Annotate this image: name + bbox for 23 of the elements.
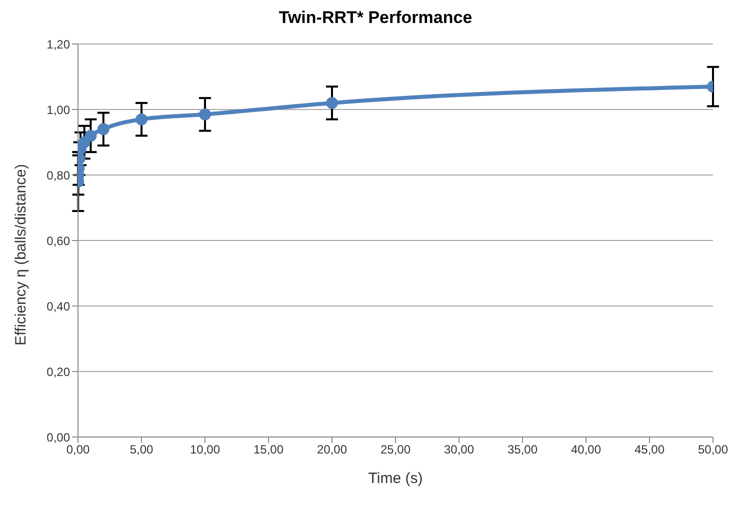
x-tick-label: 0,00 [66, 442, 90, 457]
x-tick-label: 50,00 [698, 442, 728, 457]
point [199, 108, 211, 120]
x-tick-label: 40,00 [570, 442, 602, 457]
x-tick-label: 25,00 [380, 442, 411, 457]
y-tick-label: 0,20 [46, 364, 70, 379]
point [326, 96, 338, 109]
y-tick-label: 1,00 [46, 102, 70, 117]
y-tick-label: 0,00 [46, 430, 70, 444]
y-tick-label: 0,80 [46, 168, 70, 182]
x-tick-label: 15,00 [253, 442, 284, 457]
x-tick-label: 5,00 [130, 442, 154, 457]
x-axis-title: Time (s) [368, 470, 423, 487]
y-axis-title: Efficiency η (balls/distance) [12, 164, 30, 346]
y-tick-label: 0,60 [46, 234, 70, 248]
y-tick-label: 1,20 [46, 37, 70, 52]
x-tick-label: 35,00 [507, 442, 538, 457]
x-tick-label: 20,00 [316, 442, 348, 457]
chart-title: Twin-RRT* Performance [278, 8, 474, 29]
x-tick-label: 45,00 [634, 442, 665, 457]
y-tick-label: 0,40 [46, 299, 70, 314]
x-tick-label: 30,00 [444, 442, 474, 457]
x-tick-label: 10,00 [190, 442, 220, 457]
